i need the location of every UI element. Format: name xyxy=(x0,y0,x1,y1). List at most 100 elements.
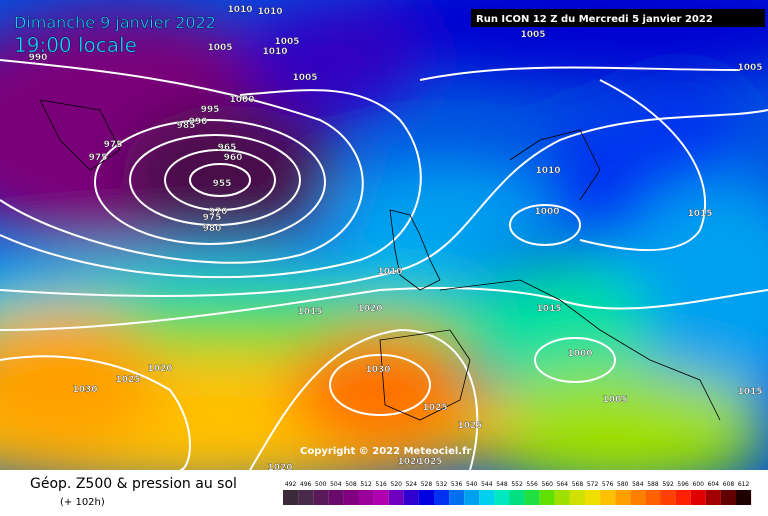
isobar-label: 1000 xyxy=(567,349,592,359)
scale-label: 520 xyxy=(391,481,403,488)
forecast-time: 19:00 locale xyxy=(14,33,137,57)
scale-swatch xyxy=(569,490,585,505)
isobar-label: 1015 xyxy=(687,209,712,219)
scale-swatch xyxy=(660,490,676,505)
isobar-label: 1005 xyxy=(737,63,762,73)
copyright: Copyright © 2022 Meteociel.fr xyxy=(300,446,471,457)
scale-label: 528 xyxy=(421,481,433,488)
isobar-label: 1020 xyxy=(397,457,422,467)
isobar-label: 1015 xyxy=(536,304,561,314)
forecast-date: Dimanche 9 janvier 2022 xyxy=(14,13,216,32)
scale-swatch xyxy=(373,490,389,505)
scale-swatch xyxy=(705,490,721,505)
isobar-label: 975 xyxy=(89,153,108,163)
isobars xyxy=(0,59,768,470)
run-info: Run ICON 12 Z du Mercredi 5 janvier 2022 xyxy=(476,14,713,25)
scale-label: 504 xyxy=(330,481,342,488)
scale-swatch xyxy=(298,490,314,505)
isobar-label: 1000 xyxy=(534,207,559,217)
isobar-label: 985 xyxy=(177,121,196,131)
isobar-label: 1025 xyxy=(417,457,442,467)
scale-swatch xyxy=(418,490,434,505)
scale-swatch xyxy=(328,490,344,505)
scale-label: 596 xyxy=(677,481,689,488)
scale-swatch xyxy=(449,490,465,505)
scale-swatch xyxy=(343,490,359,505)
scale-label: 532 xyxy=(436,481,448,488)
isobar-label: 1005 xyxy=(520,30,545,40)
scale-swatch xyxy=(403,490,419,505)
isobar-label: 1015 xyxy=(297,307,322,317)
scale-label: 588 xyxy=(647,481,659,488)
isobar-label: 975 xyxy=(104,140,123,150)
scale-label: 592 xyxy=(662,481,674,488)
isobar-label: 1025 xyxy=(422,403,447,413)
scale-swatch xyxy=(630,490,646,505)
isobar-label: 1010 xyxy=(227,5,252,15)
isobar-label: 1010 xyxy=(262,47,287,57)
scale-label: 556 xyxy=(526,481,538,488)
scale-label: 492 xyxy=(285,481,297,488)
scale-label: 536 xyxy=(451,481,463,488)
isobar-label: 990 xyxy=(189,117,208,127)
scale-swatch xyxy=(554,490,570,505)
isobar-label: 995 xyxy=(201,105,220,115)
legend-title: Géop. Z500 & pression au sol xyxy=(30,476,237,492)
scale-swatch xyxy=(283,490,299,505)
scale-label: 564 xyxy=(557,481,569,488)
lead-time: (+ 102h) xyxy=(60,497,105,508)
scale-label: 608 xyxy=(723,481,735,488)
isobar-label: 1010 xyxy=(257,7,282,17)
scale-swatch xyxy=(509,490,525,505)
isobar-label: 1020 xyxy=(357,304,382,314)
scale-label: 544 xyxy=(481,481,493,488)
field xyxy=(0,0,768,470)
scale-label: 516 xyxy=(375,481,387,488)
scale-swatch xyxy=(494,490,510,505)
scale-swatch xyxy=(358,490,374,505)
scale-label: 600 xyxy=(693,481,705,488)
isobar-label: 990 xyxy=(29,53,48,63)
scale-swatch xyxy=(600,490,616,505)
isobar-label: 1000 xyxy=(229,95,254,105)
scale-label: 508 xyxy=(345,481,357,488)
isobar-label: 955 xyxy=(213,179,232,189)
scale-swatch xyxy=(690,490,706,505)
scale-swatch xyxy=(388,490,404,505)
isobar-label: 1030 xyxy=(72,385,97,395)
isobar-label: 1025 xyxy=(115,375,140,385)
scale-swatch xyxy=(720,490,736,505)
scale-label: 524 xyxy=(406,481,418,488)
isobar-label: 1015 xyxy=(737,387,762,397)
scale-swatch xyxy=(736,490,752,505)
scale-label: 512 xyxy=(360,481,372,488)
run-box xyxy=(471,9,765,27)
scale-label: 612 xyxy=(738,481,750,488)
coastlines xyxy=(39,99,721,421)
isobar-label: 1020 xyxy=(267,463,292,473)
scale-label: 560 xyxy=(542,481,554,488)
scale-swatch xyxy=(524,490,540,505)
scale-label: 572 xyxy=(587,481,599,488)
scale-label: 496 xyxy=(300,481,312,488)
isobar-label: 1005 xyxy=(292,73,317,83)
scale-swatch xyxy=(313,490,329,505)
scale-label: 548 xyxy=(496,481,508,488)
isobar-label: 1010 xyxy=(535,166,560,176)
scale-label: 576 xyxy=(602,481,614,488)
isobar-label: 1025 xyxy=(457,421,482,431)
scale-label: 552 xyxy=(511,481,523,488)
scale-label: 584 xyxy=(632,481,644,488)
isobar-label: 1005 xyxy=(274,37,299,47)
isobar-label: 1020 xyxy=(147,364,172,374)
scale-swatch xyxy=(539,490,555,505)
isobar-label: 970 xyxy=(209,207,228,217)
isobar-label: 965 xyxy=(218,143,237,153)
isobar-label: 1005 xyxy=(602,395,627,405)
isobar-label: 1010 xyxy=(377,267,402,277)
color-scale: 492 496 500 504 508 512 516 520 524 528 532 536 540 5… xyxy=(283,481,752,505)
scale-label: 540 xyxy=(466,481,478,488)
